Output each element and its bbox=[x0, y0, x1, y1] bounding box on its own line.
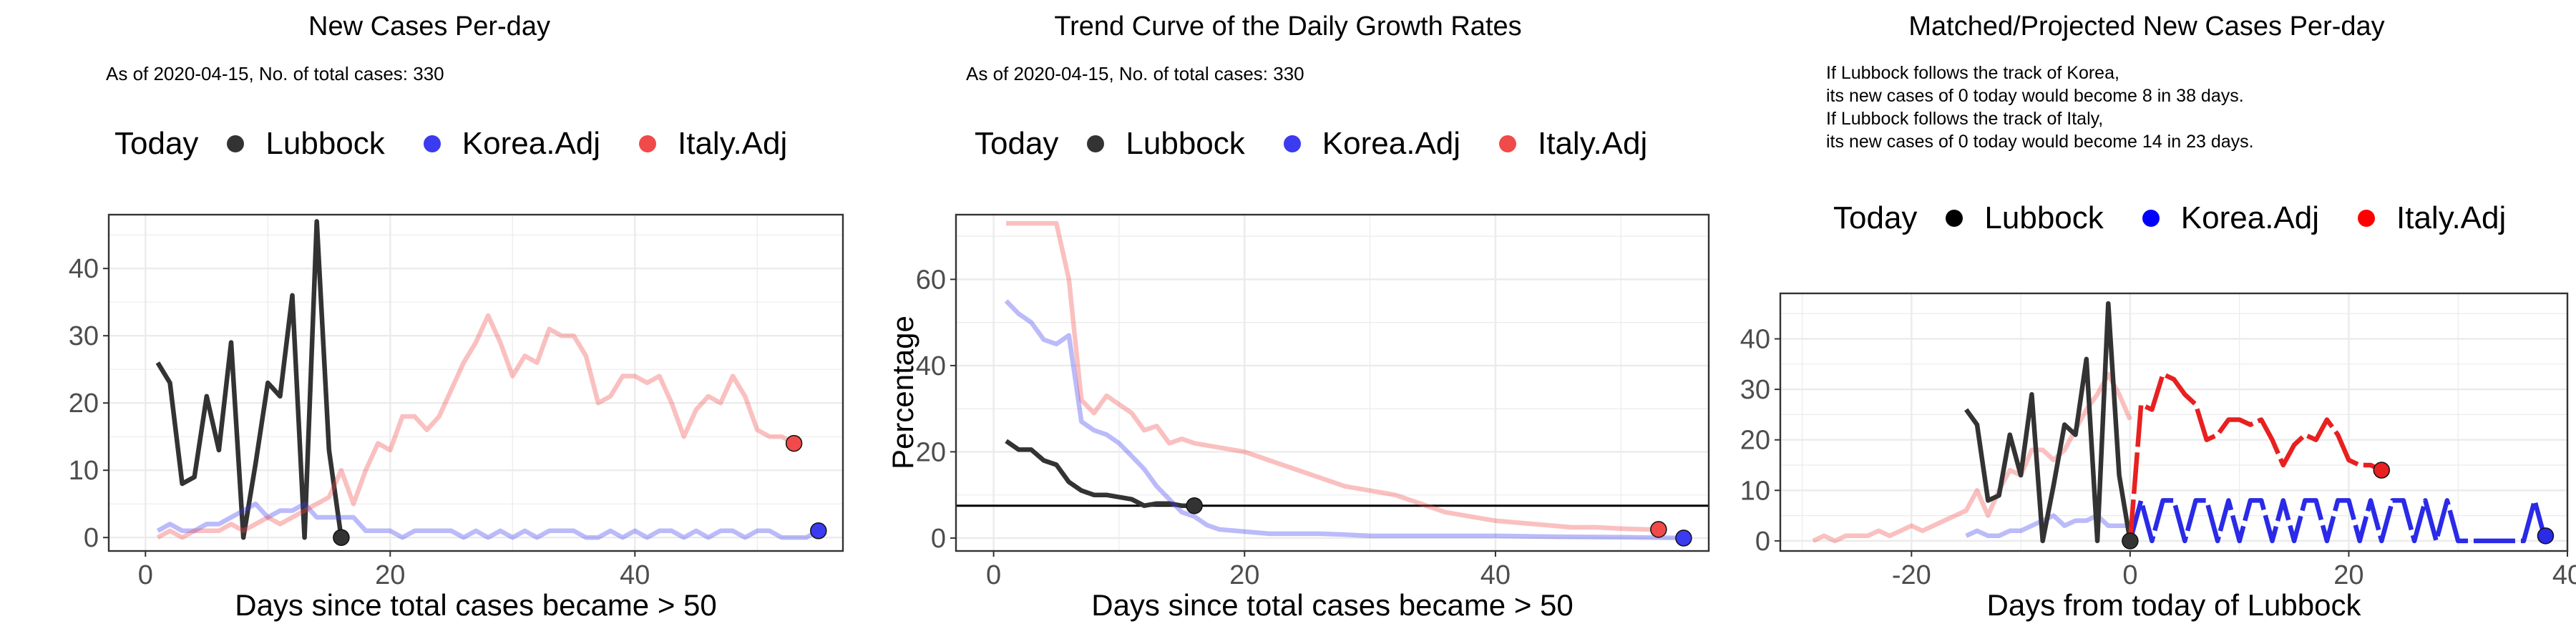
x-tick-label: 40 bbox=[2552, 560, 2576, 590]
series-line-italy-adj bbox=[2127, 371, 2383, 542]
y-tick-label: 0 bbox=[1755, 527, 1770, 557]
series-line-lubbock bbox=[155, 219, 344, 540]
legend-dot-italy bbox=[2358, 210, 2376, 227]
legend-label-italy: Italy.Adj bbox=[678, 126, 788, 161]
legend: Today Lubbock Korea.Adj Italy.Adj bbox=[1833, 200, 2506, 236]
series-line-lubbock bbox=[1005, 439, 1195, 508]
legend-dot-korea bbox=[1283, 135, 1301, 152]
x-axis-label: Days from today of Lubbock bbox=[1986, 588, 2361, 622]
x-tick-label: 40 bbox=[620, 560, 650, 590]
end-point-korea-adj bbox=[810, 522, 827, 540]
x-tick-label: -20 bbox=[1892, 560, 1931, 590]
end-point-italy-adj bbox=[1650, 521, 1667, 538]
legend-dot-lubbock bbox=[1087, 135, 1105, 152]
y-tick-label: 40 bbox=[1740, 325, 1770, 355]
plot-frame bbox=[107, 213, 844, 552]
series-line-korea-adj bbox=[2127, 498, 2548, 544]
end-point-lubbock bbox=[1186, 497, 1203, 514]
legend-dot-korea bbox=[2142, 210, 2160, 227]
legend-label-lubbock: Lubbock bbox=[1984, 200, 2104, 235]
plot-frame bbox=[955, 213, 1710, 552]
legend-title: Today bbox=[975, 126, 1059, 161]
chart-subtitle: If Lubbock follows the track of Korea, i… bbox=[1826, 63, 2254, 152]
series-line-italy-adj bbox=[1006, 220, 1659, 532]
x-tick-label: 0 bbox=[2122, 560, 2137, 590]
chart-growth-rates: 0 20 40 0 20 40 60 bbox=[916, 213, 1710, 590]
y-axis-label: Percentage bbox=[886, 316, 919, 469]
legend-label-lubbock: Lubbock bbox=[265, 126, 385, 161]
chart-title: Matched/Projected New Cases Per-day bbox=[1908, 11, 2385, 42]
chart-title: New Cases Per-day bbox=[308, 11, 550, 42]
y-tick-label: 10 bbox=[1740, 476, 1770, 506]
x-tick-label: 0 bbox=[138, 560, 153, 590]
series-line-korea-adj bbox=[1004, 299, 1684, 541]
legend-dot-lubbock bbox=[227, 135, 245, 152]
panel-new-cases: New Cases Per-day As of 2020-04-15, No. … bbox=[0, 0, 859, 644]
chart-subtitle: As of 2020-04-15, No. of total cases: 33… bbox=[966, 63, 1304, 84]
series-line-korea-adj bbox=[156, 501, 820, 540]
y-tick-label: 0 bbox=[84, 523, 99, 553]
legend-label-korea: Korea.Adj bbox=[462, 126, 601, 161]
legend-dot-korea bbox=[423, 135, 441, 152]
y-tick-label: 60 bbox=[916, 265, 946, 295]
x-tick-label: 0 bbox=[986, 560, 1001, 590]
y-tick-label: 40 bbox=[916, 351, 946, 381]
legend-title: Today bbox=[114, 126, 199, 161]
end-point-lubbock bbox=[333, 529, 350, 546]
end-point-italy-adj bbox=[2373, 462, 2391, 479]
legend: Today Lubbock Korea.Adj Italy.Adj bbox=[975, 126, 1647, 162]
legend-label-korea: Korea.Adj bbox=[1322, 126, 1461, 161]
legend: Today Lubbock Korea.Adj Italy.Adj bbox=[114, 126, 787, 162]
y-tick-label: 20 bbox=[1740, 426, 1770, 456]
end-point-korea-adj bbox=[2537, 527, 2555, 545]
plot-frame bbox=[1779, 292, 2569, 552]
legend-dot-lubbock bbox=[1946, 210, 1963, 227]
y-tick-label: 20 bbox=[69, 389, 99, 419]
legend-dot-italy bbox=[639, 135, 657, 152]
y-tick-label: 30 bbox=[69, 321, 99, 351]
end-point-korea-adj bbox=[1675, 530, 1692, 547]
y-tick-label: 20 bbox=[916, 437, 946, 467]
end-point-lubbock bbox=[2122, 532, 2139, 550]
y-tick-label: 40 bbox=[69, 254, 99, 284]
y-tick-label: 10 bbox=[69, 456, 99, 486]
series-line-italy-adj bbox=[156, 313, 796, 540]
y-tick-label: 0 bbox=[931, 524, 946, 554]
legend-title: Today bbox=[1833, 200, 1918, 235]
chart-new-cases: 0 20 40 0 10 20 30 40 bbox=[69, 213, 844, 590]
panel-growth-rates: Trend Curve of the Daily Growth Rates As… bbox=[859, 0, 1717, 644]
legend-label-italy: Italy.Adj bbox=[2396, 200, 2507, 235]
x-tick-label: 20 bbox=[2333, 560, 2363, 590]
panel-projected: Matched/Projected New Cases Per-day If L… bbox=[1717, 0, 2576, 644]
x-tick-label: 20 bbox=[375, 560, 405, 590]
end-point-italy-adj bbox=[785, 434, 803, 452]
legend-label-korea: Korea.Adj bbox=[2180, 200, 2320, 235]
legend-dot-italy bbox=[1499, 135, 1517, 152]
legend-label-lubbock: Lubbock bbox=[1126, 126, 1245, 161]
y-tick-label: 30 bbox=[1740, 375, 1770, 405]
x-axis-label: Days since total cases became > 50 bbox=[235, 588, 717, 622]
grid bbox=[109, 215, 843, 551]
x-axis-label: Days since total cases became > 50 bbox=[1091, 588, 1574, 622]
grid bbox=[1780, 293, 2569, 551]
chart-subtitle: As of 2020-04-15, No. of total cases: 33… bbox=[106, 63, 444, 84]
legend-label-italy: Italy.Adj bbox=[1538, 126, 1648, 161]
x-tick-label: 40 bbox=[1480, 560, 1511, 590]
chart-projected: -20 0 20 40 0 10 20 30 40 bbox=[1740, 292, 2576, 590]
grid bbox=[956, 215, 1709, 551]
x-tick-label: 20 bbox=[1229, 560, 1259, 590]
chart-title: Trend Curve of the Daily Growth Rates bbox=[1054, 11, 1522, 42]
series-line-lubbock bbox=[1964, 301, 2133, 544]
